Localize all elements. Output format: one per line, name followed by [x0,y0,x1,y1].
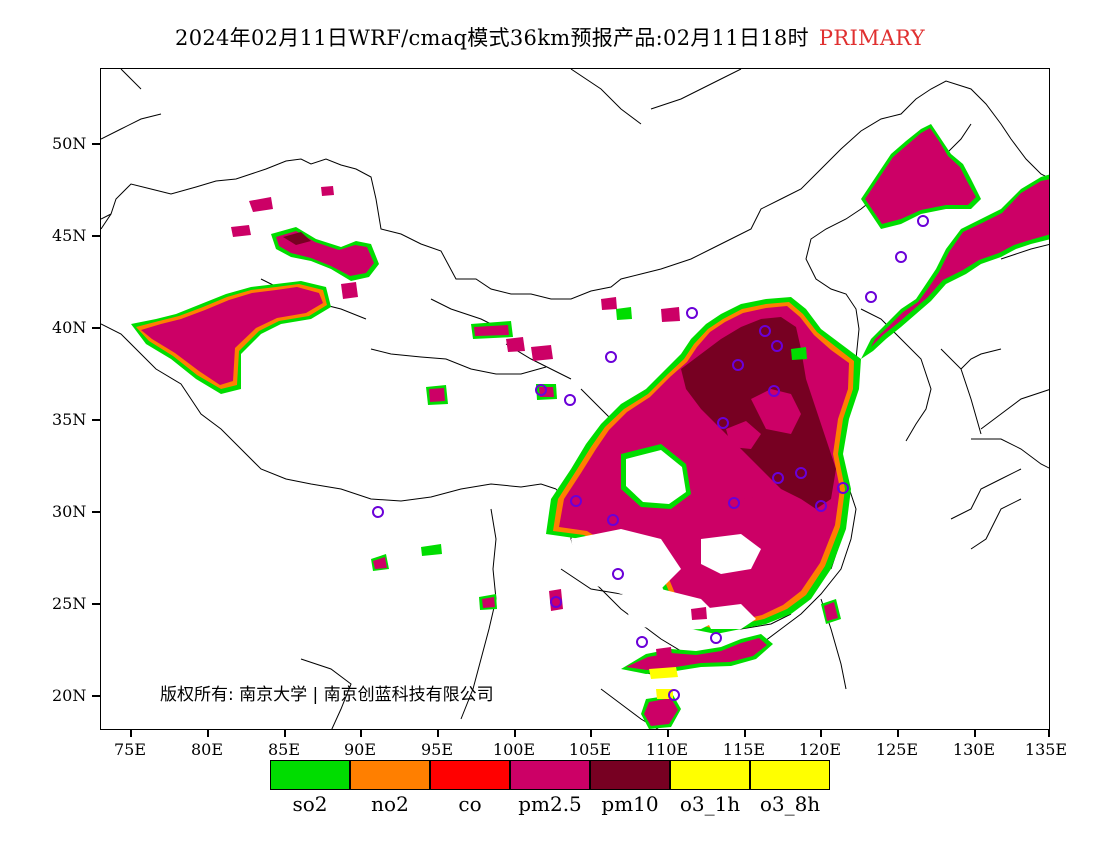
lon-label-110e: 110E [645,740,689,759]
lat-label-45n: 45N [52,226,87,245]
lat-tick [92,419,100,421]
lon-tick [974,730,976,737]
station-markers [372,215,929,701]
lon-tick [820,730,822,737]
pollution-map [100,68,1050,730]
lat-tick [92,235,100,237]
lon-tick [284,730,286,737]
lat-label-35n: 35N [52,410,87,429]
lat-tick [92,603,100,605]
legend-label: so2 [292,792,328,816]
legend-swatch [750,760,830,790]
lat-tick [92,511,100,513]
lat-label-30n: 30N [52,502,87,521]
lon-tick [207,730,209,737]
title-main: 2024年02月11日WRF/cmaq模式36km预报产品:02月11日18时 [175,26,809,50]
map-canvas [101,69,1049,729]
lon-label-85e: 85E [267,740,301,759]
lon-tick [514,730,516,737]
lon-tick [437,730,439,737]
lon-tick [1048,730,1050,737]
legend-label: no2 [371,792,409,816]
lat-label-25n: 25N [52,594,87,613]
legend-label: co [458,792,482,816]
legend-label: pm10 [601,792,659,816]
lon-label-100e: 100E [492,740,536,759]
legend-item-pm10: pm10 [590,760,670,816]
pollution-regions [131,124,1049,729]
legend-swatch [270,760,350,790]
lon-label-95e: 95E [420,740,454,759]
lon-tick [897,730,899,737]
legend-label: o3_1h [679,792,741,816]
copyright-notice: 版权所有: 南京大学 | 南京创蓝科技有限公司 [160,685,494,705]
title-tag: PRIMARY [818,26,925,50]
lat-label-40n: 40N [52,318,87,337]
lon-tick [744,730,746,737]
lon-label-105e: 105E [568,740,612,759]
legend-swatch [350,760,430,790]
lon-label-125e: 125E [875,740,919,759]
map-title: 2024年02月11日WRF/cmaq模式36km预报产品:02月11日18时 P… [0,22,1100,52]
lon-label-135e: 135E [1024,740,1068,759]
lat-tick [92,143,100,145]
lat-label-50n: 50N [52,134,87,153]
legend-swatch [670,760,750,790]
legend-item-o3-8h: o3_8h [750,760,830,816]
legend-label: pm2.5 [518,792,582,816]
lon-label-80e: 80E [190,740,224,759]
lon-label-115e: 115E [722,740,766,759]
lon-label-90e: 90E [343,740,377,759]
lon-label-75e: 75E [113,740,147,759]
pollutant-legend: so2 no2 co pm2.5 pm10 o3_1h o3_8h [270,760,830,816]
legend-item-pm25: pm2.5 [510,760,590,816]
lat-tick [92,327,100,329]
legend-item-no2: no2 [350,760,430,816]
lon-tick [590,730,592,737]
legend-swatch [590,760,670,790]
lat-tick [92,695,100,697]
legend-item-co: co [430,760,510,816]
legend-item-o3-1h: o3_1h [670,760,750,816]
legend-swatch [510,760,590,790]
lon-tick [130,730,132,737]
lon-tick [667,730,669,737]
legend-label: o3_8h [759,792,821,816]
legend-item-so2: so2 [270,760,350,816]
legend-swatch [430,760,510,790]
lon-label-130e: 130E [952,740,996,759]
lat-label-20n: 20N [52,686,87,705]
lon-label-120e: 120E [798,740,842,759]
lon-tick [360,730,362,737]
